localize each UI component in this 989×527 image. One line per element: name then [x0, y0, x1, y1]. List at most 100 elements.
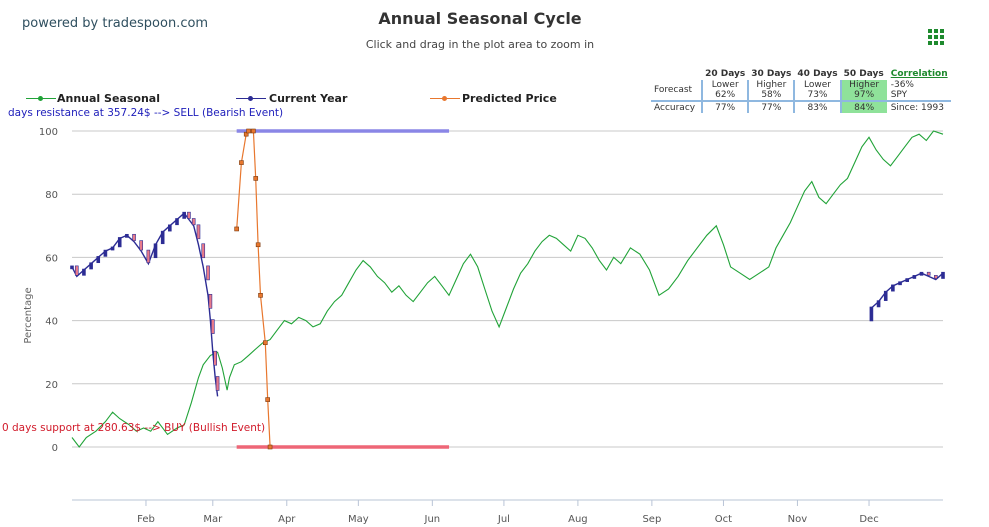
predicted-price-point [267, 444, 273, 450]
current-year-candle [206, 265, 210, 281]
current-year-candle [103, 249, 108, 257]
legend-swatch-seasonal [26, 96, 56, 101]
x-tick-label: Jun [424, 514, 441, 525]
x-tick-label: Sep [642, 514, 661, 525]
current-year-candle [187, 211, 191, 219]
current-year-candle [160, 230, 165, 245]
forecast-direction: Higher [747, 80, 795, 90]
legend-label: Current Year [269, 92, 348, 105]
x-tick-label: Oct [715, 514, 732, 525]
correlation-since: Since: 1993 [886, 100, 951, 113]
current-year-candle [201, 243, 206, 259]
series-line-current-year [71, 212, 219, 397]
accuracy-value: 83% [793, 100, 841, 113]
current-year-candle [168, 224, 172, 232]
forecast-table: 20 Days 30 Days 40 Days 50 Days Correlat… [651, 69, 951, 113]
forecast-header: 50 Days [843, 69, 884, 79]
current-year-candle [934, 275, 938, 279]
legend-label: Predicted Price [462, 92, 557, 105]
predicted-price-point [251, 128, 256, 134]
current-year-candle [210, 319, 215, 334]
current-year-candle [912, 275, 917, 279]
y-tick-label: 60 [45, 253, 58, 264]
current-year-candle [175, 218, 179, 226]
legend-label: Annual Seasonal [57, 92, 160, 105]
resistance-annotation: days resistance at 357.24$ --> SELL (Bea… [8, 107, 284, 119]
current-year-candle [146, 249, 151, 264]
predicted-price-point [258, 293, 263, 298]
accuracy-value: 84% [839, 100, 887, 113]
forecast-direction: Lower [793, 80, 841, 90]
current-year-candle [117, 237, 122, 248]
current-year-candle [191, 218, 196, 226]
x-tick-label: Apr [278, 514, 296, 525]
forecast-pct: 73% [793, 90, 841, 101]
current-year-candle [153, 243, 158, 259]
chart-subtitle: Click and drag in the plot area to zoom … [365, 38, 595, 51]
predicted-price-point [234, 226, 239, 232]
predicted-price-point [246, 128, 251, 134]
forecast-header: 40 Days [797, 69, 838, 79]
predicted-price-point [239, 160, 244, 165]
current-year-candle [208, 294, 213, 309]
forecast-pct: 97% [839, 90, 887, 101]
x-tick-label: May [348, 514, 369, 525]
forecast-header: 30 Days [751, 69, 792, 79]
x-tick-label: Dec [859, 514, 878, 525]
x-tick-label: Mar [203, 514, 223, 525]
y-tick-label: 80 [45, 190, 58, 201]
current-year-candle [919, 271, 924, 276]
series-line-annual-seasonal [71, 130, 944, 448]
correlation-link[interactable]: Correlation [890, 69, 948, 79]
forecast-pct: 62% [701, 90, 749, 101]
forecast-direction: Higher [839, 80, 887, 90]
predicted-price-point [265, 397, 270, 402]
predicted-price-point [253, 176, 259, 181]
current-year-candle [905, 278, 910, 282]
current-year-candle [82, 268, 86, 276]
predicted-price-point [262, 340, 268, 346]
accuracy-value: 77% [747, 100, 795, 113]
forecast-header: 20 Days [705, 69, 746, 79]
chart-title: Annual Seasonal Cycle [378, 9, 582, 28]
y-tick-label: 100 [39, 127, 58, 138]
current-year-candle [869, 306, 874, 322]
current-year-candle [876, 300, 881, 308]
current-year-candle [213, 350, 217, 366]
y-axis-title: Percentage [23, 287, 34, 343]
series-line-predicted-price [236, 130, 271, 448]
chart-menu-icon[interactable] [928, 29, 944, 45]
current-year-candle [110, 246, 115, 251]
accuracy-row-label: Accuracy [651, 100, 703, 113]
x-tick-label: Feb [137, 514, 155, 525]
x-tick-label: Aug [568, 514, 588, 525]
current-year-candle [891, 284, 895, 292]
legend-swatch-predicted [430, 96, 460, 101]
y-tick-label: 40 [45, 317, 58, 328]
current-year-candle [74, 265, 79, 276]
current-year-candle [215, 376, 220, 391]
brand-link[interactable]: powered by tradespoon.com [22, 16, 209, 31]
predicted-price-point [255, 242, 261, 248]
y-tick-label: 20 [45, 380, 58, 391]
current-year-candle [883, 290, 888, 301]
current-year-candle [196, 224, 201, 240]
current-year-candle [89, 262, 93, 270]
x-tick-label: Nov [788, 514, 808, 525]
current-year-candle [926, 271, 931, 276]
current-year-candle [96, 256, 101, 264]
current-year-candle [125, 233, 129, 238]
predicted-price-point [243, 131, 249, 137]
current-year-candle [139, 240, 144, 251]
current-year-candle [132, 233, 136, 241]
current-year-candle [70, 265, 74, 270]
y-tick-label: 0 [52, 443, 58, 454]
correlation-value: -36% [890, 80, 914, 90]
forecast-direction: Lower [701, 80, 749, 90]
x-tick-label: Jul [497, 514, 510, 525]
correlation-symbol: SPY [890, 90, 908, 100]
current-year-candle [898, 281, 902, 286]
support-annotation: 0 days support at 280.63$ --> BUY (Bulli… [2, 422, 266, 434]
legend-swatch-current [236, 96, 266, 101]
